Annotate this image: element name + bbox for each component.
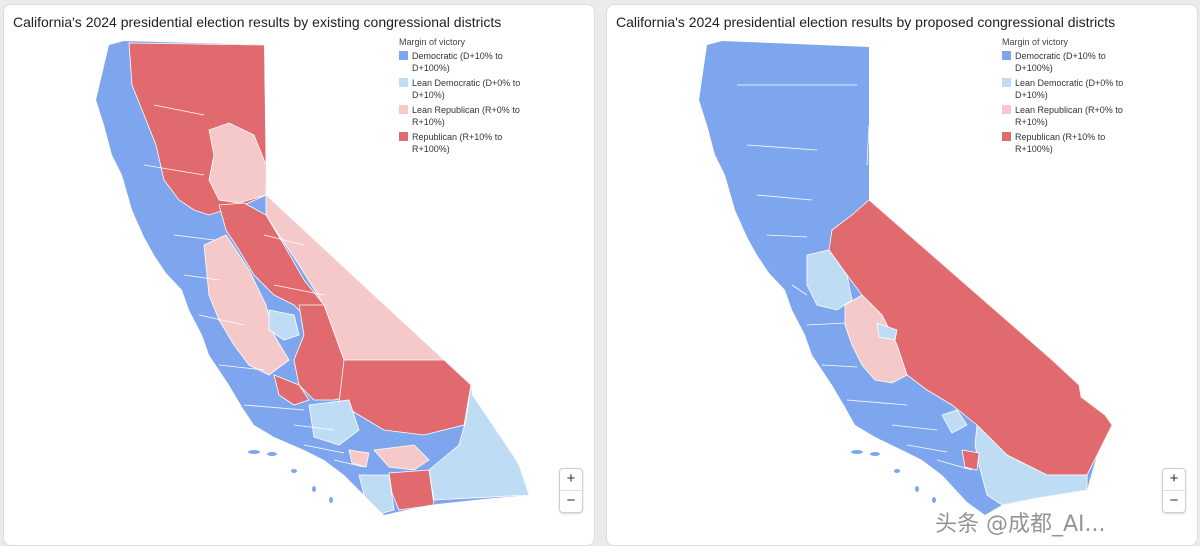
district-oc-lean-rep[interactable]	[373, 444, 430, 471]
legend: Margin of victory Democratic (D+10% to D…	[1002, 37, 1152, 158]
legend-title: Margin of victory	[1002, 37, 1069, 47]
district-sd-lean-dem[interactable]	[358, 474, 395, 515]
legend-item-lean-democratic: Lean Democratic (D+0% to D+10%)	[399, 77, 549, 101]
district-valley-west-lean-rep[interactable]	[203, 234, 290, 376]
watermark-text: 头条 @成都_AI...	[935, 512, 1106, 537]
district-valley-central-rep[interactable]	[293, 304, 355, 401]
district-valley-lean-rep[interactable]	[844, 294, 908, 384]
swatch-democratic	[1002, 51, 1011, 60]
legend-item-lean-democratic: Lean Democratic (D+0% to D+10%)	[1002, 77, 1152, 101]
zoom-out-button[interactable]: −	[560, 490, 582, 512]
swatch-democratic	[399, 51, 408, 60]
zoom-control: + −	[559, 468, 583, 513]
district-valley-lean-dem[interactable]	[806, 249, 853, 311]
legend-item-republican: Republican (R+10% to R+100%)	[399, 131, 549, 155]
district-stockton-lean-dem[interactable]	[268, 309, 300, 341]
zoom-control: + −	[1162, 468, 1186, 513]
swatch-lean-democratic	[1002, 78, 1011, 87]
california-map-proposed[interactable]	[607, 5, 1197, 545]
district-la-lean-dem[interactable]	[941, 409, 968, 434]
swatch-lean-democratic	[399, 78, 408, 87]
swatch-republican	[1002, 132, 1011, 141]
legend-item-republican: Republican (R+10% to R+100%)	[1002, 131, 1152, 155]
legend-label: Democratic (D+10% to D+100%)	[412, 51, 503, 73]
swatch-lean-republican	[399, 105, 408, 114]
zoom-in-button[interactable]: +	[566, 470, 576, 487]
district-stockton-lean-dem[interactable]	[876, 322, 898, 341]
map-panel-proposed: California's 2024 presidential election …	[606, 4, 1198, 546]
panel-title: California's 2024 presidential election …	[616, 14, 1116, 30]
map-panel-existing: California's 2024 presidential election …	[3, 4, 595, 546]
district-sierra-north-lean-rep[interactable]	[208, 122, 267, 204]
legend-item-lean-republican: Lean Republican (R+0% to R+10%)	[399, 104, 549, 128]
district-valley-small-rep[interactable]	[273, 374, 310, 406]
legend-label: Republican (R+10% to R+100%)	[1015, 132, 1106, 154]
district-sd-inland-rep[interactable]	[388, 469, 435, 511]
legend-label: Democratic (D+10% to D+100%)	[1015, 51, 1106, 73]
swatch-republican	[399, 132, 408, 141]
district-la-rep[interactable]	[961, 449, 980, 471]
legend-label: Lean Democratic (D+0% to D+10%)	[412, 78, 521, 100]
legend: Margin of victory Democratic (D+10% to D…	[399, 37, 549, 158]
california-map-existing[interactable]	[4, 5, 594, 545]
legend-label: Lean Democratic (D+0% to D+10%)	[1015, 78, 1124, 100]
legend-label: Lean Republican (R+0% to R+10%)	[412, 105, 520, 127]
zoom-in-button[interactable]: +	[1169, 470, 1179, 487]
legend-item-lean-republican: Lean Republican (R+0% to R+10%)	[1002, 104, 1152, 128]
swatch-lean-republican	[1002, 105, 1011, 114]
zoom-out-button[interactable]: −	[1163, 490, 1185, 512]
panel-title: California's 2024 presidential election …	[13, 14, 502, 30]
legend-item-democratic: Democratic (D+10% to D+100%)	[399, 50, 549, 74]
legend-title: Margin of victory	[399, 37, 466, 47]
legend-label: Republican (R+10% to R+100%)	[412, 132, 503, 154]
district-la-lean-rep[interactable]	[348, 449, 370, 468]
district-la-north-lean-dem[interactable]	[308, 399, 360, 446]
legend-label: Lean Republican (R+0% to R+10%)	[1015, 105, 1123, 127]
legend-item-democratic: Democratic (D+10% to D+100%)	[1002, 50, 1152, 74]
